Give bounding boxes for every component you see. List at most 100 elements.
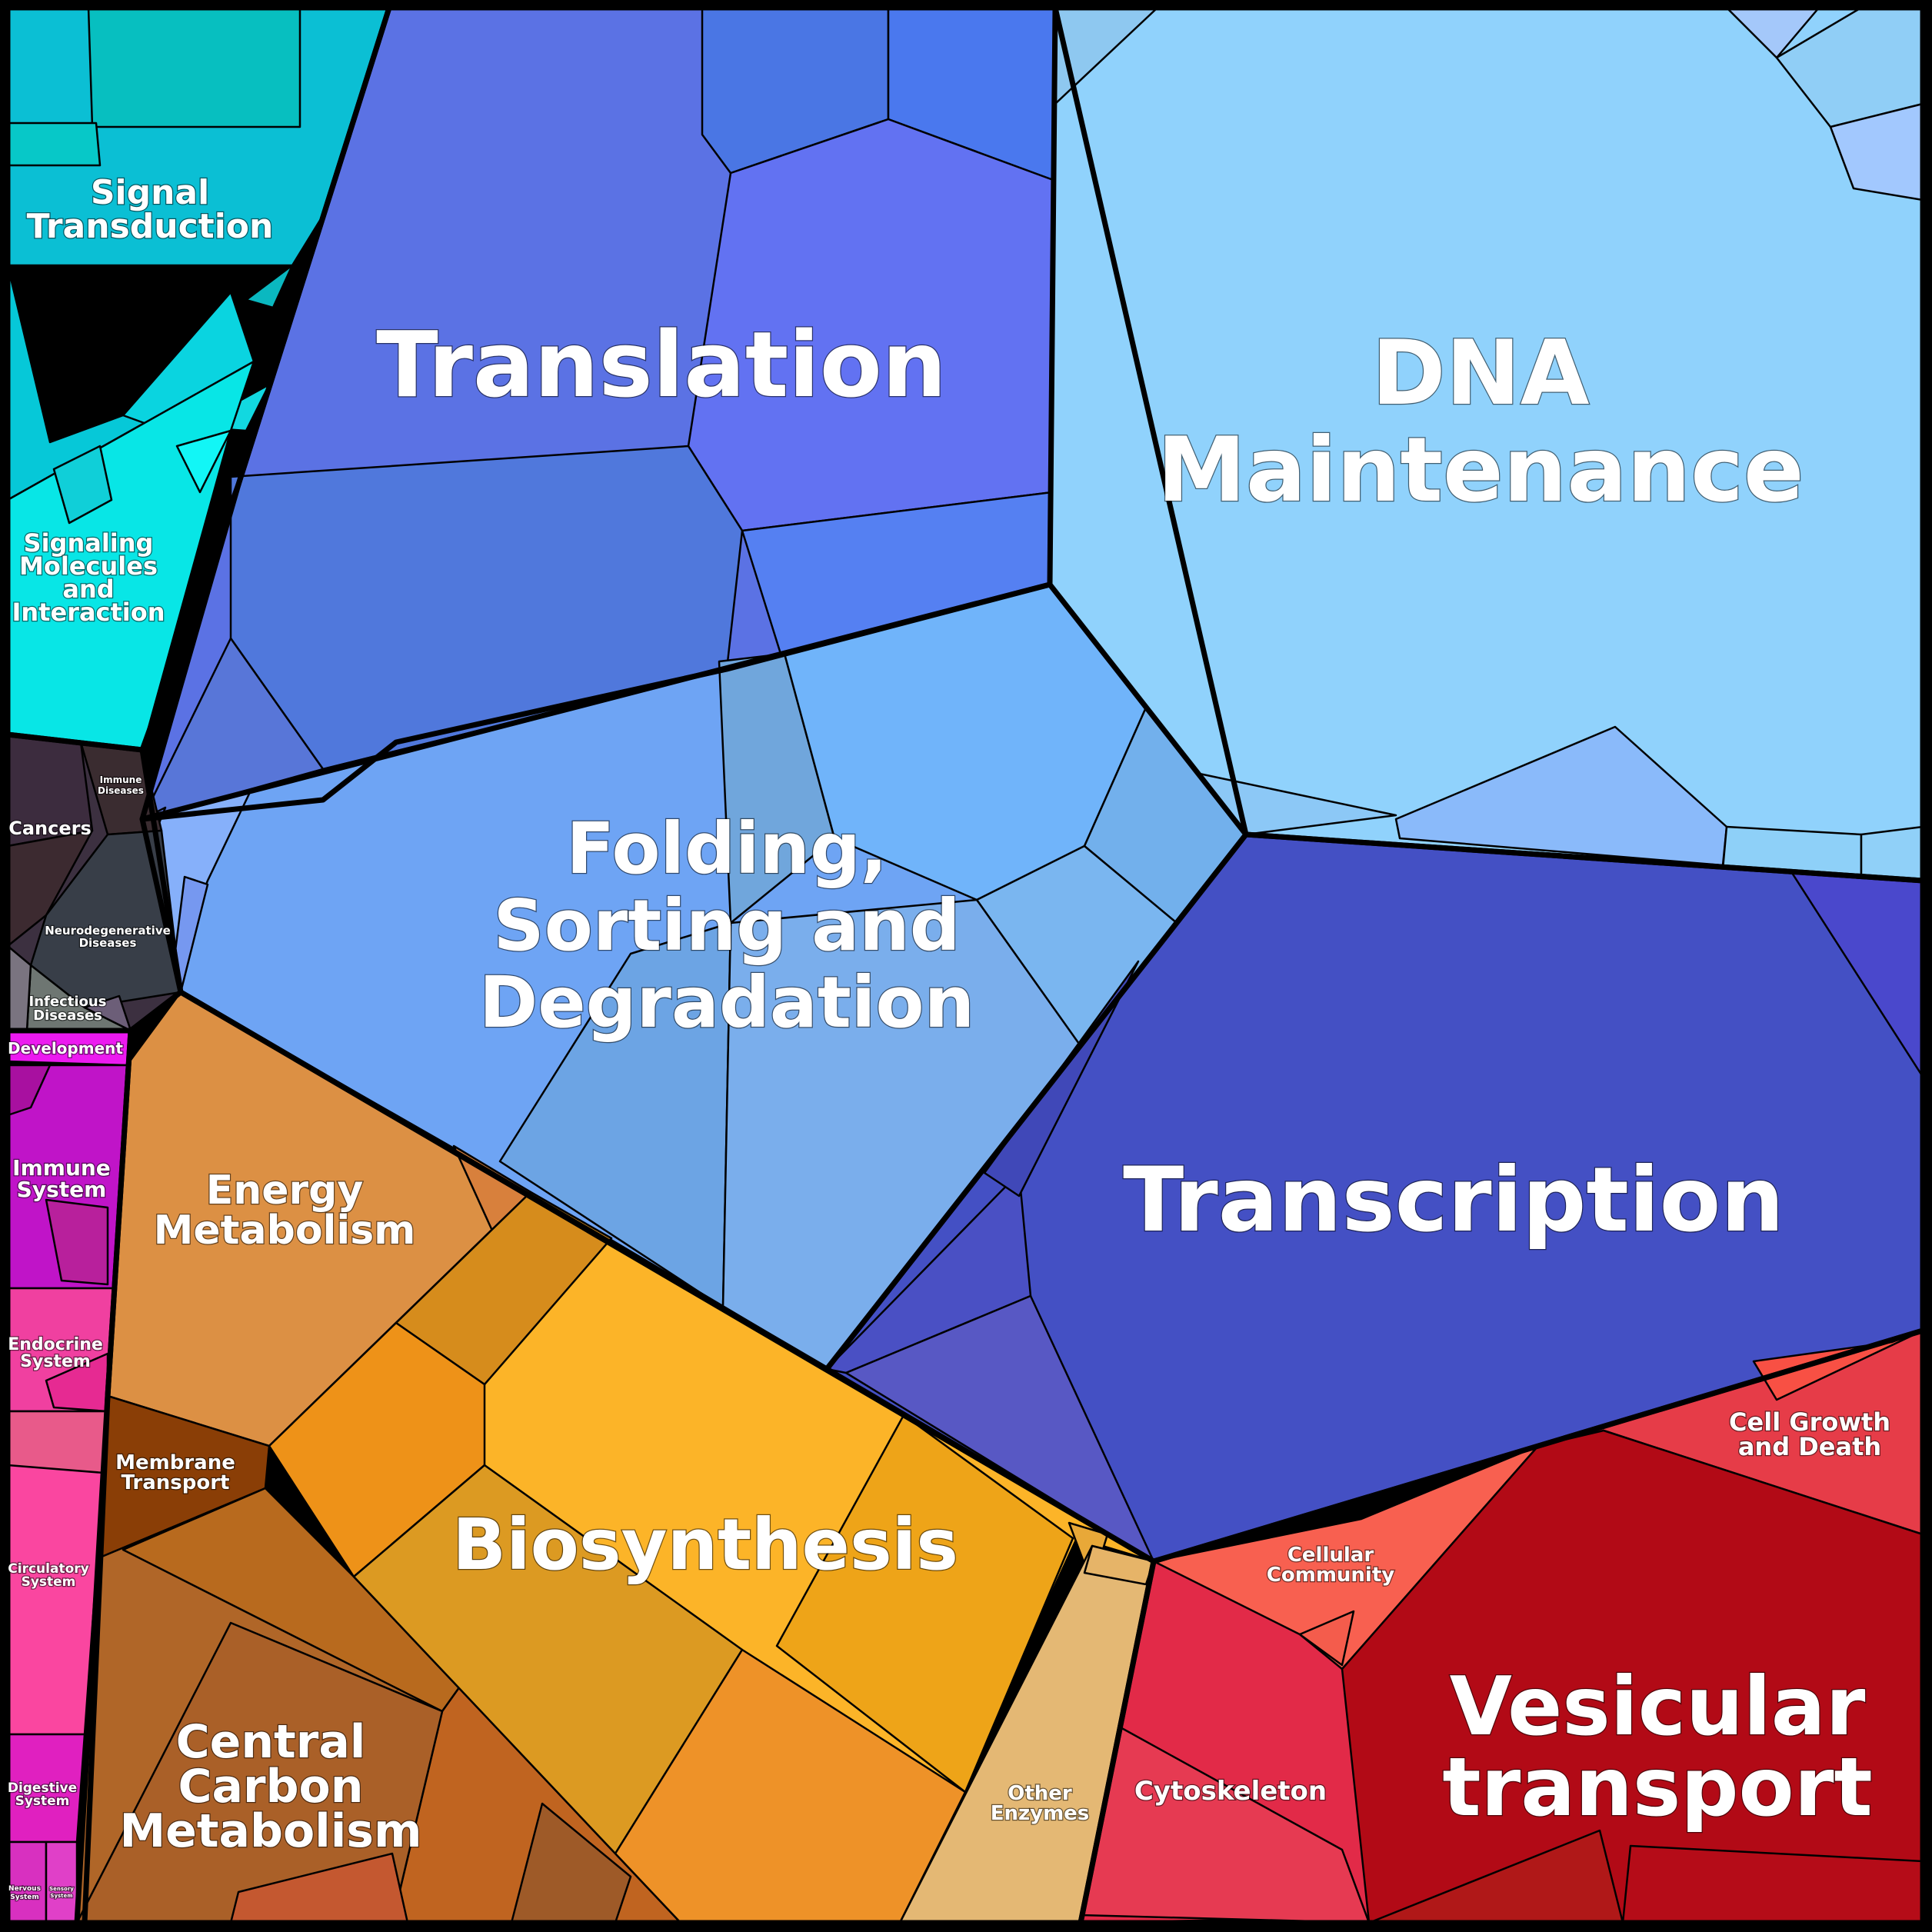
dna-maintenance-label-line: Maintenance <box>1157 418 1804 522</box>
central-carbon-label-line: Central <box>176 1715 366 1769</box>
cell-growth-label-line: Cell Growth <box>1729 1407 1890 1437</box>
sensory-label-line: System <box>50 1893 72 1899</box>
folding-label-line: Folding, <box>566 808 888 890</box>
digestive-label-line: System <box>15 1794 70 1809</box>
translation-label: Translation <box>376 311 947 418</box>
immune-diseases-label-line: Immune <box>100 774 142 785</box>
sensory-label-line: Sensory <box>49 1886 74 1892</box>
circulatory-label: Circulatory System <box>8 1561 88 1590</box>
development-label: Development <box>8 1039 123 1058</box>
development-label-line: Development <box>8 1039 123 1058</box>
dna-maintenance-label-line: DNA <box>1371 321 1589 425</box>
cellular-community-cell <box>1298 1610 1355 1667</box>
energy-label-line: Energy <box>206 1168 364 1214</box>
cells-layer <box>6 6 1924 1924</box>
cancers-label-line: Cancers <box>8 818 92 839</box>
group-border <box>139 5 1058 822</box>
circulatory-cell <box>6 1410 109 1474</box>
sensory-cell <box>45 1840 78 1924</box>
infectious-label-line: Diseases <box>33 1008 102 1024</box>
cellular-community-label-line: Cellular <box>1287 1544 1374 1567</box>
membrane-label: Membrane Transport <box>115 1451 235 1494</box>
circulatory-label-line: Circulatory <box>8 1561 88 1577</box>
biosynthesis-cell <box>775 1414 1074 1794</box>
cancers-label: Cancers <box>8 818 92 839</box>
endocrine-label-line: System <box>20 1352 91 1371</box>
dna-maintenance-cell <box>1860 825 1924 882</box>
membrane-label-line: Membrane <box>115 1451 235 1474</box>
signal-transduction-cell <box>87 6 301 128</box>
energy-label-line: Metabolism <box>154 1208 416 1254</box>
cellular-community-label: Cellular Community <box>1267 1544 1394 1587</box>
infectious-cell <box>83 994 132 1032</box>
immune-system-cell <box>45 1198 109 1286</box>
neurodegenerative-label-line: Neurodegenerative <box>45 924 171 938</box>
signaling-molecules-label-line: Molecules <box>19 551 158 581</box>
signal-transduction-label-line: Transduction <box>27 207 274 246</box>
transcription-label: Transcription <box>1123 1148 1784 1252</box>
transcription-label-line: Transcription <box>1123 1148 1784 1252</box>
endocrine-label: Endocrine System <box>8 1335 103 1371</box>
cellular-community-label-line: Community <box>1267 1564 1394 1587</box>
folding-label-line: Degradation <box>479 961 974 1044</box>
sensory-label: Sensory System <box>49 1886 74 1899</box>
vesicular-label: Vesicular transport <box>1442 1660 1872 1834</box>
cell-growth-label: Cell Growth and Death <box>1729 1407 1890 1461</box>
immune-system-label: Immune System <box>12 1155 111 1202</box>
signal-transduction-label-line: Signal <box>91 173 209 212</box>
infectious-label-line: Infectious <box>29 994 107 1010</box>
signaling-molecules-label-line: Interaction <box>12 598 165 627</box>
nervous-cell <box>6 1840 48 1924</box>
group-border <box>5 1028 134 1926</box>
immune-diseases-label: Immune Diseases <box>98 774 144 796</box>
other-enzymes-label: Other Enzymes <box>991 1782 1090 1825</box>
signal-transduction-cell <box>245 264 294 309</box>
biosynthesis-label: Biosynthesis <box>452 1504 958 1586</box>
group-border <box>1078 1327 1926 1926</box>
central-carbon-label-line: Carbon <box>178 1760 364 1814</box>
signaling-molecules-label: Signaling Molecules and Interaction <box>12 528 165 627</box>
other-enzymes-label-line: Other <box>1008 1782 1072 1805</box>
biosynthesis-label-line: Biosynthesis <box>452 1504 958 1586</box>
endocrine-label-line: Endocrine <box>8 1335 103 1354</box>
infectious-label: Infectious Diseases <box>29 994 107 1024</box>
biosynthesis-cell <box>268 1321 486 1578</box>
digestive-label: Digestive System <box>8 1780 77 1809</box>
cytoskeleton-label-line: Cytoskeleton <box>1134 1776 1327 1807</box>
neurodegenerative-label-line: Diseases <box>79 936 137 950</box>
energy-label: Energy Metabolism <box>154 1168 416 1254</box>
signaling-molecules-cell <box>175 429 232 494</box>
folding-label-line: Sorting and <box>493 884 960 967</box>
other-enzymes-cell <box>1083 1544 1155 1586</box>
folding-label: Folding, Sorting and Degradation <box>479 808 974 1044</box>
central-carbon-label-line: Metabolism <box>119 1804 421 1858</box>
other-enzymes-label-line: Enzymes <box>991 1802 1090 1825</box>
nervous-label-line: System <box>10 1894 39 1901</box>
signal-transduction-cell <box>6 122 102 167</box>
signaling-molecules-cell <box>52 445 113 525</box>
translation-label-line: Translation <box>376 311 947 418</box>
digestive-label-line: Digestive <box>8 1780 77 1796</box>
vesicular-label-line: Vesicular <box>1450 1660 1866 1754</box>
vesicular-label-line: transport <box>1442 1740 1872 1834</box>
immune-system-label-line: System <box>17 1177 107 1202</box>
immune-diseases-label-line: Diseases <box>98 785 144 796</box>
nervous-label: Nervous System <box>8 1885 41 1901</box>
signaling-molecules-label-line: Signaling <box>24 528 154 558</box>
dna-maintenance-label: DNA Maintenance <box>1157 321 1804 522</box>
membrane-label-line: Transport <box>122 1471 230 1494</box>
central-carbon-label: Central Carbon Metabolism <box>119 1715 421 1858</box>
cell-growth-label-line: and Death <box>1738 1432 1881 1461</box>
immune-system-label-line: Immune <box>12 1155 111 1181</box>
circulatory-label-line: System <box>22 1574 76 1590</box>
group-border <box>5 5 392 753</box>
signaling-molecules-label-line: and <box>62 575 114 604</box>
transcription-cell <box>844 1294 1155 1563</box>
cytoskeleton-label: Cytoskeleton <box>1134 1776 1327 1807</box>
neurodegenerative-label: Neurodegenerative Diseases <box>45 924 171 950</box>
signal-transduction-label: Signal Transduction <box>27 173 274 246</box>
